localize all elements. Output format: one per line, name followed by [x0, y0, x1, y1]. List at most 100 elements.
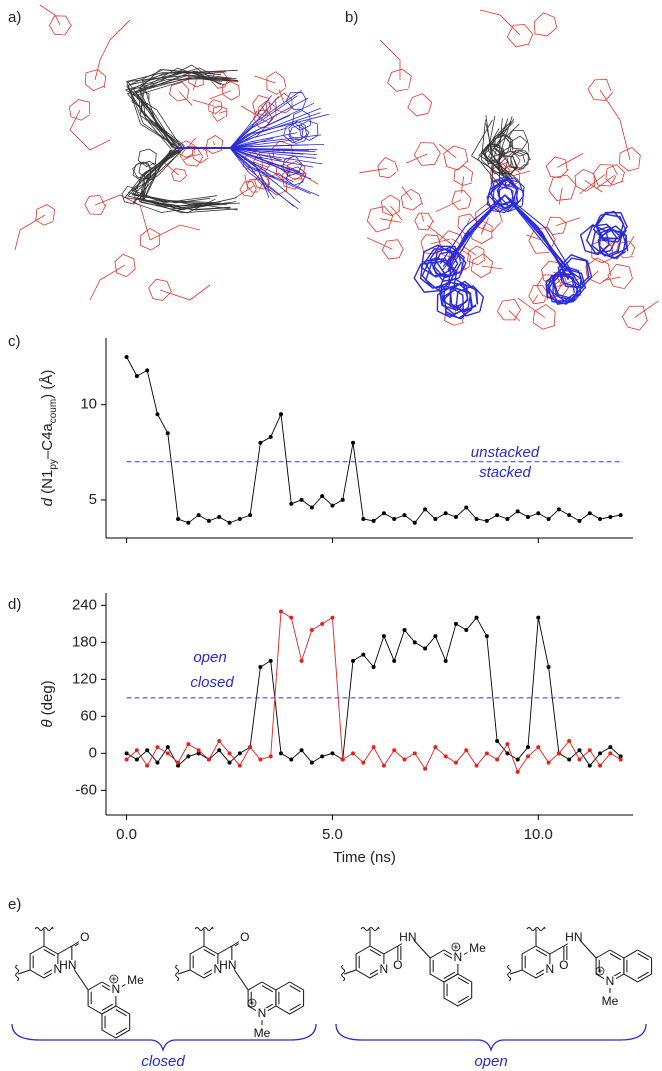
molecule-ring	[380, 194, 401, 217]
molecule-ring	[419, 256, 452, 289]
molecule-ring	[492, 179, 519, 209]
y-tick-label: 0	[89, 744, 97, 761]
group-label: open	[474, 1053, 507, 1070]
data-point	[299, 658, 304, 663]
data-point	[145, 763, 150, 768]
molecule-bond	[240, 105, 263, 119]
charge	[451, 942, 461, 952]
data-point	[536, 745, 541, 750]
molecule-ring	[139, 227, 160, 251]
data-point	[567, 739, 572, 743]
molecule-ring	[545, 216, 567, 236]
label-bg	[557, 960, 570, 972]
molecule-ring	[545, 270, 575, 304]
data-point	[165, 745, 170, 750]
molecule-ring	[497, 154, 518, 175]
molecule-ring	[420, 234, 442, 255]
molecule-ring	[387, 68, 412, 92]
data-point	[217, 739, 222, 743]
data-point	[217, 748, 222, 753]
data-point	[577, 757, 582, 762]
molecule-ring	[585, 257, 612, 285]
molecule-ring	[285, 92, 307, 110]
molecule-ring	[482, 144, 504, 162]
molecule-bond	[504, 194, 576, 277]
molecule-bond	[229, 113, 329, 149]
molecule-bond	[178, 91, 193, 106]
data-point	[474, 516, 479, 521]
molecule-ring	[618, 147, 641, 172]
data-point	[556, 507, 561, 512]
molecule-ring	[210, 72, 229, 89]
data-point	[176, 516, 181, 521]
data-point	[299, 497, 304, 502]
y-tick-label: 240	[72, 596, 97, 613]
ring	[443, 973, 473, 1007]
molecule-ring	[132, 162, 153, 180]
molecule-ring	[528, 226, 556, 254]
molecule-ring	[467, 245, 486, 266]
molecule-ring	[616, 241, 636, 259]
annotation: closed	[190, 674, 234, 691]
molecule-ring	[131, 89, 150, 107]
data-point	[361, 760, 366, 765]
data-point	[320, 494, 325, 499]
molecule-bond	[366, 237, 393, 250]
molecule-bond	[460, 176, 465, 194]
atom-label: Me	[469, 941, 486, 955]
molecule-ring	[252, 95, 272, 117]
label-bg	[391, 960, 404, 972]
data-point	[515, 757, 520, 762]
molecule-ring	[191, 146, 209, 164]
bond	[411, 937, 431, 959]
data-point	[237, 516, 242, 521]
molecule-bond	[229, 147, 314, 168]
molecule-bond	[138, 76, 239, 147]
data-point	[453, 621, 458, 626]
data-point	[546, 516, 551, 521]
molecule-bond	[192, 79, 197, 91]
molecule-ring	[587, 78, 614, 101]
molecule-bond	[557, 153, 584, 168]
molecule-bond	[139, 77, 231, 148]
molecule-bond	[142, 148, 221, 210]
data-point	[227, 760, 232, 765]
molecule-ring	[377, 157, 399, 179]
group-label: closed	[141, 1053, 185, 1070]
bond	[343, 969, 357, 975]
molecule-bond	[229, 147, 282, 150]
y-axis-label-part: (deg)	[39, 680, 56, 719]
molecule-ring	[425, 259, 458, 292]
bond	[549, 945, 565, 955]
molecule-ring	[495, 155, 518, 175]
molecule-bond	[481, 224, 485, 234]
x-tick-label: 10.0	[524, 826, 553, 843]
double-bond	[261, 985, 274, 993]
y-axis-label: θ (deg)	[39, 680, 56, 727]
molecule-bond	[126, 74, 231, 149]
molecule-ring	[490, 175, 519, 206]
molecule-ring	[470, 253, 494, 279]
atom-label: N	[54, 962, 63, 976]
molecule-ring	[548, 174, 577, 201]
molecule-bond	[447, 194, 506, 267]
wavy	[526, 927, 546, 931]
data-point	[186, 754, 191, 759]
charge-plus	[597, 968, 603, 974]
molecule-ring	[121, 185, 140, 205]
data-point	[186, 742, 191, 747]
data-point	[464, 748, 469, 753]
data-point	[505, 742, 510, 747]
molecule-ring	[137, 148, 157, 168]
bond	[577, 937, 597, 959]
data-point	[165, 751, 170, 756]
data-point	[515, 769, 520, 774]
data-point	[371, 518, 376, 523]
atom-label: O	[80, 930, 89, 944]
molecule-bond	[406, 153, 428, 164]
wavy	[15, 964, 20, 982]
ring	[623, 949, 653, 983]
label-bg	[221, 960, 234, 972]
data-point	[227, 751, 232, 756]
data-point	[505, 516, 510, 521]
